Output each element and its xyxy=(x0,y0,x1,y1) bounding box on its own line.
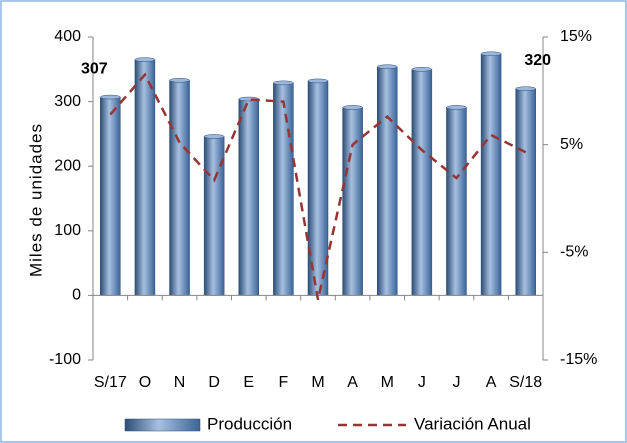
x-tick-label: A xyxy=(486,374,497,391)
x-tick-label: N xyxy=(174,374,186,391)
x-tick-label: S/18 xyxy=(509,374,542,391)
x-tick-label: O xyxy=(139,374,151,391)
bar xyxy=(376,66,398,296)
bar-cap xyxy=(376,64,398,69)
y2-tick-label: -5% xyxy=(560,244,588,261)
y-tick-label: 100 xyxy=(54,222,81,239)
x-tick-label: D xyxy=(208,374,220,391)
legend-label: Variación Anual xyxy=(414,414,531,433)
y-axis-label: Miles de unidades xyxy=(26,123,45,277)
legend-label: Producción xyxy=(207,414,292,433)
bar-cap xyxy=(273,80,294,86)
bar-cap xyxy=(203,134,225,139)
bar xyxy=(203,136,225,296)
y2-tick-label: -15% xyxy=(560,351,597,368)
y-tick-label: 300 xyxy=(54,93,81,110)
bar-cap xyxy=(411,67,433,72)
y-tick-label: 200 xyxy=(54,157,81,174)
y-tick-label: 0 xyxy=(72,287,81,304)
data-label: 320 xyxy=(524,52,551,69)
bar-cap xyxy=(515,86,536,91)
x-tick-label: J xyxy=(418,374,426,391)
bar xyxy=(480,53,502,296)
data-label: 307 xyxy=(81,60,108,77)
bar-cap xyxy=(100,94,121,100)
x-tick-label: J xyxy=(452,374,460,391)
bar xyxy=(273,82,294,296)
line xyxy=(109,72,527,300)
y-tick-label: 400 xyxy=(54,28,81,45)
bar xyxy=(342,107,363,296)
bar-cap xyxy=(480,51,502,57)
x-tick-label: S/17 xyxy=(94,374,127,391)
bar xyxy=(515,88,536,296)
bar-cap xyxy=(446,105,467,110)
y2-tick-label: 15% xyxy=(560,28,592,45)
x-tick-label: A xyxy=(347,374,358,391)
bar-cap xyxy=(307,78,329,84)
bar xyxy=(446,107,467,296)
legend-swatch xyxy=(124,418,201,432)
x-tick-label: M xyxy=(311,374,324,391)
bar-cap xyxy=(342,105,363,110)
bar xyxy=(169,80,190,296)
x-tick-label: E xyxy=(243,374,254,391)
bar-cap xyxy=(169,78,190,83)
bar xyxy=(134,59,156,296)
y-tick-label: -100 xyxy=(49,351,81,368)
bar xyxy=(100,96,121,296)
bar xyxy=(238,98,260,296)
bar xyxy=(411,69,433,296)
x-tick-label: M xyxy=(381,374,394,391)
y2-tick-label: 5% xyxy=(560,136,583,153)
bar-cap xyxy=(134,57,156,62)
x-tick-label: F xyxy=(278,374,288,391)
